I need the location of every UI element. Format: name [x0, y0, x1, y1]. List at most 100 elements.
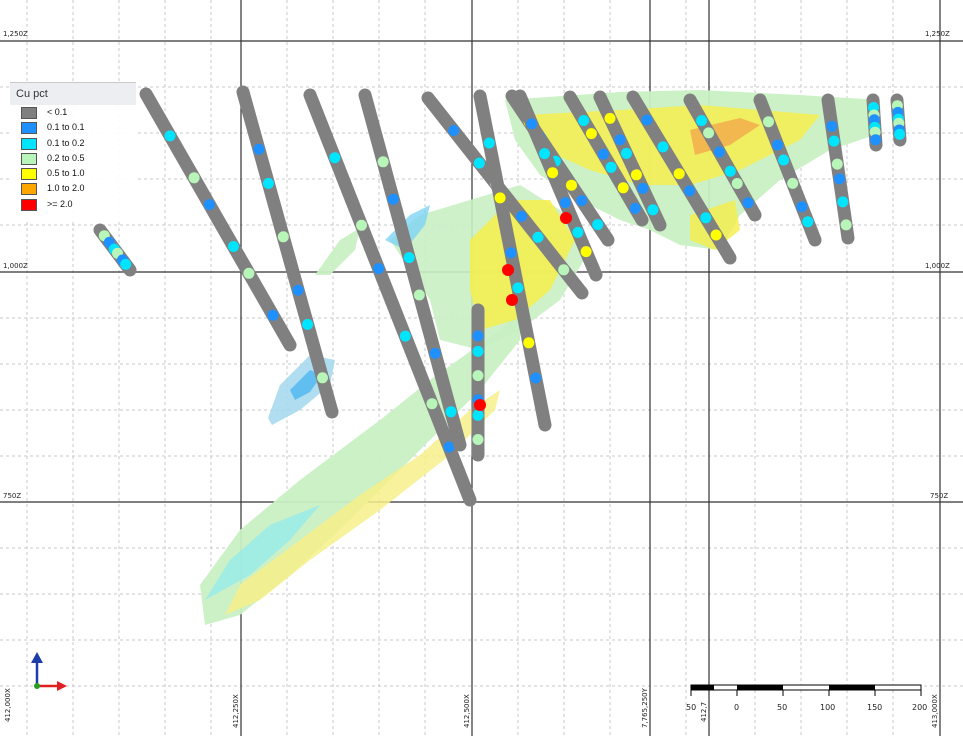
assay-marker — [443, 441, 455, 453]
block-core-yellow — [225, 390, 500, 615]
assay-marker — [731, 178, 743, 189]
drillhole-trace — [473, 89, 552, 432]
assay-marker — [580, 246, 592, 258]
legend-row: < 0.1 — [10, 105, 136, 120]
block-rim-cyan — [205, 505, 320, 600]
assay-marker — [188, 172, 200, 184]
block-pod-mid — [315, 228, 360, 275]
label-east-412500: 412,500X — [463, 694, 471, 728]
assay-marker — [413, 289, 425, 301]
legend-label: 1.0 to 2.0 — [47, 183, 85, 194]
legend-row: 0.1 to 0.2 — [10, 136, 136, 151]
legend-swatch — [21, 168, 37, 181]
legend-swatch — [21, 152, 37, 165]
assay-marker — [578, 115, 590, 126]
assay-marker — [576, 195, 588, 207]
assay-marker — [787, 177, 799, 189]
assay-marker — [267, 309, 279, 321]
assay-marker — [472, 409, 484, 421]
assay-marker — [526, 118, 538, 130]
assay-marker — [253, 143, 265, 155]
legend-panel[interactable]: Cu pct < 0.1 0.1 to 0.1 0.1 to 0.2 0.2 t… — [10, 82, 136, 221]
label-east-412250: 412,250X — [232, 694, 240, 728]
legend-label: < 0.1 — [47, 107, 68, 117]
assay-marker — [373, 263, 385, 275]
scale-bar: 50 0 50 100 150 200 — [686, 684, 927, 712]
assay-marker — [472, 434, 484, 445]
label-elev-1250-left: 1,250Z — [3, 30, 28, 38]
assay-marker — [894, 128, 906, 140]
assay-marker — [329, 152, 341, 164]
legend-row: 0.1 to 0.1 — [10, 120, 136, 135]
scale-tick-5: 200 — [912, 703, 927, 712]
assay-marker — [317, 372, 328, 384]
assay-marker — [763, 116, 774, 128]
assay-marker — [778, 154, 790, 166]
assay-marker — [637, 182, 649, 194]
assay-marker — [572, 226, 584, 238]
legend-row: >= 2.0 — [10, 197, 136, 212]
assay-marker — [617, 182, 629, 194]
assay-marker — [473, 157, 485, 169]
assay-marker — [445, 406, 457, 418]
assay-marker — [494, 192, 506, 204]
assay-marker — [426, 398, 438, 410]
assay-marker — [120, 258, 132, 270]
assay-marker — [429, 347, 441, 359]
legend-label: 0.1 to 0.1 — [47, 122, 85, 133]
block-pod-left-core — [290, 370, 322, 400]
legend-swatch — [21, 122, 37, 135]
assay-marker — [826, 120, 838, 132]
label-northing: 7,765,250Y — [641, 687, 649, 728]
assay-marker — [840, 219, 852, 231]
assay-marker — [558, 264, 570, 276]
assay-marker — [448, 125, 460, 136]
assay-marker — [472, 345, 484, 357]
assay-marker — [403, 252, 415, 264]
label-elev-1000-right: 1,000Z — [925, 262, 950, 270]
legend-row: 0.5 to 1.0 — [10, 166, 136, 181]
assay-marker — [356, 219, 367, 231]
assay-marker — [530, 372, 542, 384]
assay-marker — [710, 229, 722, 241]
assay-marker-high — [474, 399, 486, 411]
drillholes — [93, 85, 907, 507]
assay-marker — [630, 169, 642, 181]
legend-row: 0.2 to 0.5 — [10, 151, 136, 166]
assay-marker — [472, 370, 484, 382]
assay-marker — [828, 135, 840, 147]
assay-marker — [742, 197, 754, 209]
assay-marker — [597, 148, 609, 160]
assay-marker — [629, 202, 641, 214]
assay-marker — [203, 199, 215, 211]
legend-swatch — [21, 198, 37, 211]
assay-marker — [547, 167, 559, 179]
assay-marker — [523, 337, 535, 349]
scale-tick-2: 50 — [777, 703, 787, 712]
legend-label: 0.5 to 1.0 — [47, 168, 85, 179]
scale-tick-3: 100 — [820, 703, 835, 712]
assay-marker — [605, 161, 617, 173]
assay-marker — [833, 173, 845, 185]
assay-marker — [837, 196, 849, 208]
assay-marker — [614, 134, 626, 146]
assay-marker — [870, 134, 882, 146]
assay-marker — [713, 146, 725, 158]
assay-marker — [673, 168, 685, 180]
assay-marker — [647, 204, 659, 216]
assay-marker — [387, 193, 399, 205]
assay-marker-high — [506, 294, 518, 306]
assay-marker — [700, 212, 712, 224]
scale-tick-1: 0 — [734, 703, 739, 712]
assay-marker — [559, 197, 571, 209]
assay-marker-high — [502, 264, 514, 276]
grid-labels: 1,250Z 1,250Z 1,000Z 1,000Z 750Z 750Z 41… — [3, 30, 950, 728]
assay-marker — [620, 147, 632, 159]
assay-marker — [472, 330, 484, 342]
label-elev-1250-right: 1,250Z — [925, 30, 950, 38]
assay-marker — [641, 114, 653, 126]
legend-label: 0.2 to 0.5 — [47, 152, 85, 163]
label-east-412750: 412,7 — [700, 702, 708, 722]
